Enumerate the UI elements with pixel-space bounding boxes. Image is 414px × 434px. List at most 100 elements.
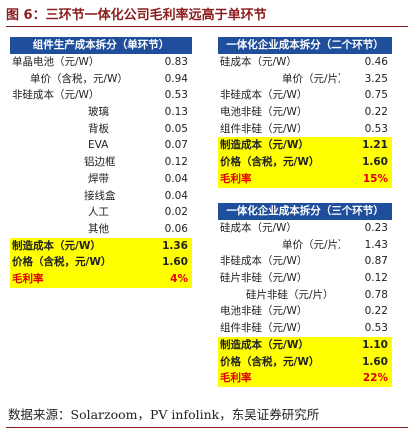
table: 组件生产成本拆分（单环节） 单晶电池（元/W） 0.83 单价（含税，元/W） 0.94… [10,37,192,288]
table-header: 一体化企业成本拆分（二个环节） [218,37,392,54]
row-label: 制造成本（元/W） [12,239,101,252]
table-row: 焊带 0.04 [10,171,192,188]
row-value: 0.53 [364,322,388,335]
table-row: 单价（元/片） 3.25 [218,71,392,88]
row-label: 铝边框 [84,156,116,169]
row-value: 0.07 [164,139,188,152]
row-label: 其他 [88,222,109,235]
table-row: 价格（含税，元/W） 1.60 [218,353,392,371]
table-row: 毛利率 22% [218,370,392,387]
row-label: 价格（含税，元/W） [220,355,320,368]
table-row: 单晶电池（元/W） 0.83 [10,54,192,71]
row-value: 15% [362,172,388,185]
row-value: 0.12 [164,156,188,169]
row-label: 硅成本（元/W） [220,222,297,234]
row-value: 4% [170,272,188,285]
row-label: 焊带 [88,172,109,185]
row-label: 非硅成本（元/W） [220,255,308,268]
row-label: 组件非硅（元/W） [220,122,308,135]
row-label: 非硅成本（元/W） [220,89,308,102]
row-label: 单晶电池（元/W） [12,56,100,68]
row-value: 1.60 [162,256,188,269]
row-label: EVA [88,139,109,152]
row-value: 0.04 [164,189,188,202]
table-row: 单价（含税，元/W） 0.94 [10,71,192,88]
row-label: 毛利率 [220,172,252,185]
table-row: 单价（元/片） 1.43 [218,237,392,254]
row-label: 毛利率 [12,272,44,285]
table-row: 接线盒 0.04 [10,188,192,205]
table-row: EVA 0.07 [10,137,192,154]
table-row: 制造成本（元/W） 1.36 [10,237,192,255]
row-value: 0.83 [164,56,188,68]
row-label: 制造成本（元/W） [220,139,309,152]
table: 一体化企业成本拆分（二个环节） 硅成本（元/W） 0.46 单价（元/片） 3.25 非硅… [218,37,392,188]
row-value: 0.87 [364,255,388,268]
row-value: 0.78 [364,288,388,301]
row-value: 1.43 [364,238,388,251]
row-label: 非硅成本（元/W） [12,89,100,102]
row-label: 硅片非硅（元/片） [246,288,334,301]
table-header: 组件生产成本拆分（单环节） [10,37,192,54]
figure-title: 图 6：三环节一体化公司毛利率远高于单环节 [6,8,267,23]
row-label: 电池非硅（元/W） [220,106,308,119]
table-row: 非硅成本（元/W） 0.53 [10,87,192,104]
source-note: 数据来源：Solarzoom，PV infolink，东吴证券研究所 [8,407,320,422]
row-value: 3.25 [364,72,388,85]
table-row: 背板 0.05 [10,121,192,138]
row-label: 单价（含税，元/W） [30,72,128,85]
table-header: 一体化企业成本拆分（三个环节） [218,203,392,220]
table-row: 铝边框 0.12 [10,154,192,171]
row-value: 0.13 [164,106,188,119]
table-row: 硅成本（元/W） 0.46 [218,54,392,71]
row-value: 0.22 [364,305,388,318]
table-row: 玻璃 0.13 [10,104,192,121]
row-label: 人工 [88,206,109,219]
row-value: 0.53 [164,89,188,102]
row-label: 价格（含税，元/W） [220,156,320,169]
table-row: 硅成本（元/W） 0.23 [218,220,392,237]
row-value: 0.06 [164,222,188,235]
row-value: 0.05 [164,122,188,135]
row-value: 0.53 [364,122,388,135]
table-row: 价格（含税，元/W） 1.60 [218,154,392,171]
title-rule [6,26,408,27]
footer-rule [6,427,408,428]
table-row: 价格（含税，元/W） 1.60 [10,254,192,271]
row-label: 硅成本（元/W） [220,56,297,68]
row-label: 背板 [88,122,109,135]
table-row: 制造成本（元/W） 1.21 [218,137,392,155]
table-row: 电池非硅（元/W） 0.22 [218,104,392,121]
row-label: 单价（元/片） [282,72,340,85]
row-value: 0.02 [164,206,188,219]
row-value: 1.10 [362,338,388,351]
table-row: 人工 0.02 [10,204,192,221]
table-row: 制造成本（元/W） 1.10 [218,336,392,354]
row-value: 1.21 [362,139,388,152]
row-value: 1.36 [162,239,188,252]
row-value: 0.22 [364,106,388,119]
table-row: 毛利率 15% [218,170,392,188]
row-label: 毛利率 [220,372,252,385]
table-row: 毛利率 4% [10,270,192,288]
row-value: 0.04 [164,172,188,185]
row-label: 玻璃 [88,106,109,119]
row-label: 电池非硅（元/W） [220,305,308,318]
table: 一体化企业成本拆分（三个环节） 硅成本（元/W） 0.23 单价（元/片） 1.43 非硅… [218,203,392,387]
row-value: 0.75 [364,89,388,102]
table-row: 组件非硅（元/W） 0.53 [218,320,392,337]
row-value: 1.60 [362,355,388,368]
table-row: 非硅成本（元/W） 0.87 [218,253,392,270]
row-label: 接线盒 [84,189,116,202]
table-row: 硅片非硅（元/W） 0.12 [218,270,392,287]
row-value: 0.23 [364,222,388,234]
row-value: 0.94 [164,72,188,85]
row-label: 硅片非硅（元/W） [220,272,308,285]
row-label: 组件非硅（元/W） [220,322,308,335]
table-row: 非硅成本（元/W） 0.75 [218,87,392,104]
table-row: 硅片非硅（元/片） 0.78 [218,287,392,304]
row-label: 制造成本（元/W） [220,338,309,351]
row-value: 0.46 [364,56,388,68]
row-value: 0.12 [364,272,388,285]
